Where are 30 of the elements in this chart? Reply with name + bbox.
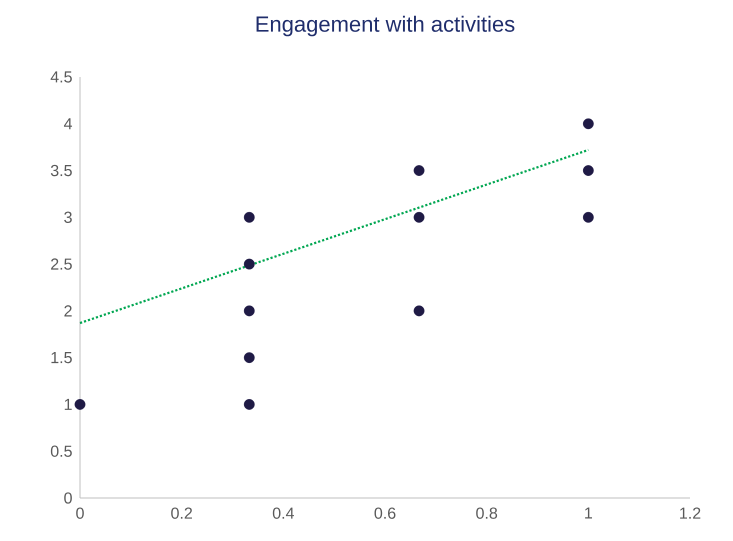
point — [74, 399, 86, 410]
y-tick-label: 3 — [64, 212, 72, 223]
y-tick-label: 4.5 — [50, 71, 72, 83]
x-tick-label: 0.8 — [476, 508, 498, 519]
y-tick-label: 2 — [64, 305, 72, 316]
y-tick-label: 3.5 — [50, 164, 72, 176]
x-tick-label: 1 — [585, 507, 592, 519]
x-tick-label: 0.2 — [171, 508, 192, 519]
y-tick-label: 0 — [64, 492, 72, 504]
x-tick-label: 1.2 — [680, 508, 700, 519]
point — [244, 305, 255, 316]
point — [244, 352, 255, 364]
point — [244, 258, 255, 270]
point — [582, 118, 594, 130]
y-tick-label: 1.5 — [51, 352, 72, 364]
x-tick-label: 0.6 — [374, 508, 396, 519]
point — [582, 165, 594, 176]
point — [414, 305, 424, 316]
y-tick-label: 0.5 — [50, 446, 72, 457]
point — [244, 212, 255, 223]
point — [414, 165, 424, 176]
point — [244, 399, 255, 410]
y-tick-label: 1 — [64, 398, 72, 410]
chart-title: Engagement with activities — [256, 16, 514, 36]
x-tick-label: 0 — [76, 508, 84, 519]
point — [582, 212, 594, 223]
y-tick-label: 4 — [64, 118, 72, 130]
y-tick-label: 2.5 — [51, 258, 72, 270]
point — [414, 212, 424, 223]
x-tick-label: 0.4 — [272, 508, 294, 519]
